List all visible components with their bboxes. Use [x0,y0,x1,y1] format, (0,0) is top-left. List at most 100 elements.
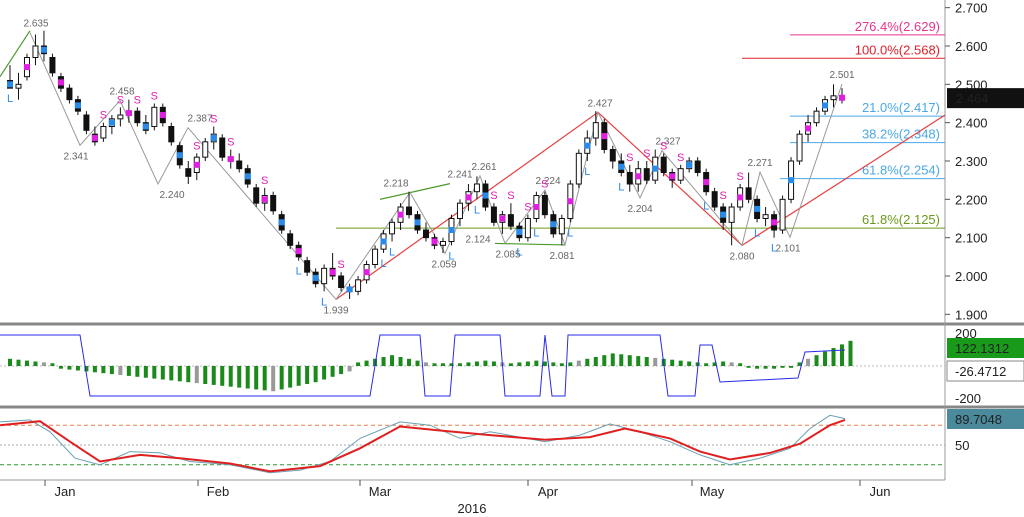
swing-label: 2.124 [465,234,490,245]
swing-label: 2.261 [471,162,496,173]
osc-histogram-bar [840,344,844,366]
candle-body [168,126,175,143]
month-label: Feb [207,484,229,499]
signal-dot [720,211,727,218]
swing-label: 2.240 [159,190,184,201]
signal-dot [771,219,778,226]
signal-dot [57,79,64,86]
osc-histogram-bar [474,361,479,366]
candle-body [609,149,616,162]
osc-histogram-bar [644,357,649,366]
candle-body [439,241,446,246]
fib-level-label: 276.4%(2.629) [855,19,940,34]
candle-body [762,214,769,220]
candle-body [338,275,345,288]
buy-signal-marker: L [584,166,590,178]
signal-dot [499,215,506,222]
price-tick-label: 2.600 [955,39,988,54]
osc-histogram-bar [237,366,242,388]
swing-label: 2.341 [63,151,88,162]
signal-dot [516,228,523,235]
candle-body [49,57,56,74]
osc-histogram-bar [424,362,428,366]
signal-dot [142,123,149,130]
price-tick-label: 2.700 [955,1,988,16]
swing-label: 2.224 [535,176,560,187]
candle-body [643,168,650,181]
candle-body [117,114,124,120]
signal-dot [125,110,132,117]
candle-body [185,168,192,177]
swing-label: 2.204 [627,204,652,215]
candle-body [100,126,107,139]
price-tick-label: 2.000 [955,269,988,284]
osc-histogram-bar [330,366,335,377]
signal-dot [669,173,676,180]
osc-histogram-bar [568,362,573,366]
osc-histogram-bar [245,366,250,389]
osc-histogram-bar [602,355,607,366]
swing-label: 2.218 [383,178,408,189]
signal-dot [40,46,47,53]
osc-histogram-bar [186,366,191,383]
osc-histogram-bar [135,366,140,377]
osc-histogram-bar [339,366,344,375]
last-price-badge [947,88,1024,109]
candle-body [728,206,735,223]
buy-signal-marker: L [567,227,573,239]
candle-body [524,218,531,239]
osc-histogram-bar [67,366,72,370]
swing-label: 2.085 [495,249,520,260]
osc-histogram-bar [806,358,811,366]
osc-histogram-bar [780,366,785,368]
osc-histogram-bar [576,360,581,366]
candle-body [219,137,226,158]
price-tick-label: 2.100 [955,231,988,246]
osc-readout-value: 122.1312 [955,341,1009,356]
buy-signal-marker: L [448,250,454,262]
osc-histogram-bar [118,366,123,375]
signal-dot [346,286,353,293]
osc-histogram-bar [398,357,403,366]
price-tick-label: 2.400 [955,116,988,131]
signal-dot [329,269,336,276]
month-label: Jan [55,484,76,499]
osc-histogram-bar [126,366,131,376]
candle-body [423,229,429,239]
osc-histogram-bar [593,357,598,366]
buy-signal-marker: L [754,227,760,239]
osc-histogram-bar [687,361,692,366]
candle-body [456,202,463,220]
candle-body [745,187,752,200]
osc-histogram-bar [262,366,267,391]
osc-histogram-bar [288,366,293,388]
osc-histogram-bar [763,366,768,369]
sell-signal-marker: S [736,171,743,183]
candle-body [575,152,582,185]
osc-histogram-bar [296,366,301,386]
osc-histogram-bar [789,366,794,368]
buy-signal-marker: L [703,201,709,213]
osc-histogram-bar [84,366,89,372]
osc-histogram-bar [483,360,488,366]
signal-dot [533,204,540,210]
osc-readout-badge [946,360,1024,382]
osc-histogram-bar [101,366,106,374]
osc-histogram-bar [585,358,590,366]
osc-histogram-bar [381,357,386,366]
signal-dot [227,156,234,163]
osc-histogram-bar [525,361,530,366]
osc-histogram-bar [169,366,174,381]
candle-body [321,267,328,285]
swing-label: 2.387 [187,114,212,125]
fib-level-label: 61.8%(2.254) [862,163,940,178]
candle-body [406,206,413,216]
signal-dot [295,248,302,255]
signal-dot [805,125,812,132]
candle-body [626,172,633,185]
signal-dot [23,64,30,71]
osc-histogram-bar [466,362,471,366]
sell-signal-marker: S [261,175,268,187]
